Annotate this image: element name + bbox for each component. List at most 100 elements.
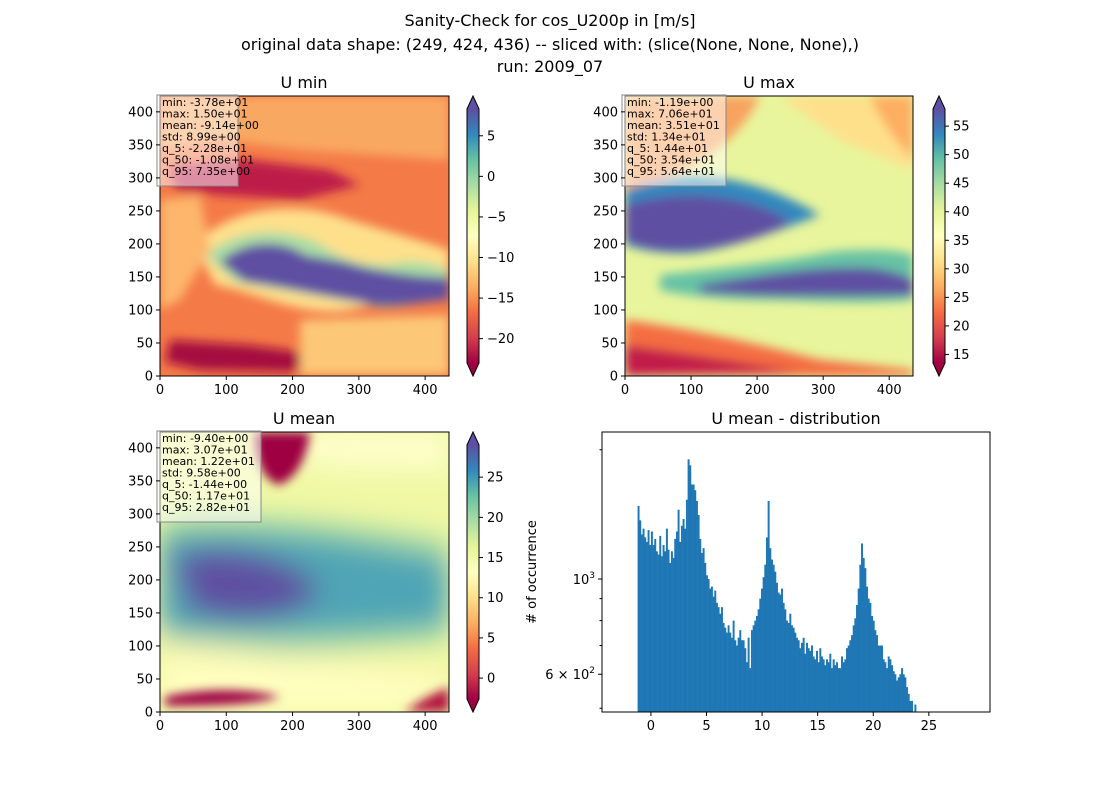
stats-line: std: 8.99e+00 bbox=[162, 131, 241, 144]
histogram-bar bbox=[694, 490, 697, 712]
histogram-bar bbox=[772, 564, 775, 712]
histogram-bar bbox=[829, 653, 832, 712]
histogram-bar bbox=[699, 538, 702, 712]
x-tick-label: 25 bbox=[921, 719, 938, 734]
x-tick-label: 400 bbox=[413, 719, 438, 734]
histogram-bar bbox=[902, 674, 905, 712]
histogram-bar bbox=[814, 659, 817, 712]
histogram-bar bbox=[851, 635, 853, 712]
y-tick-label: 350 bbox=[128, 138, 153, 153]
y-tick-label: 200 bbox=[128, 237, 153, 252]
histogram-bar bbox=[792, 627, 795, 712]
histogram-bar bbox=[775, 582, 778, 712]
histogram-bar bbox=[894, 674, 897, 712]
histogram-bar bbox=[674, 538, 677, 712]
histogram-bar bbox=[842, 662, 845, 712]
histogram-bar bbox=[882, 659, 885, 712]
stats-line: q_50: 3.54e+01 bbox=[627, 154, 715, 167]
histogram-bar bbox=[789, 613, 792, 712]
histogram-bar bbox=[806, 642, 808, 712]
histogram-bar bbox=[859, 564, 862, 712]
histogram-bar bbox=[664, 551, 667, 712]
x-tick-label: 400 bbox=[877, 383, 902, 398]
x-tick-label: 100 bbox=[679, 383, 704, 398]
figure-title: Sanity-Check for cos_U200p in [m/s] bbox=[404, 11, 696, 30]
stats-line: q_5: -2.28e+01 bbox=[162, 142, 247, 155]
histogram-bar bbox=[837, 668, 840, 712]
histogram-bar bbox=[861, 543, 864, 712]
y-tick-label: 400 bbox=[128, 105, 153, 120]
y-tick-label: 100 bbox=[128, 639, 153, 654]
histogram-bar bbox=[844, 659, 847, 712]
colorbar-u-mean-extend-bottom bbox=[467, 699, 479, 712]
histogram-bar bbox=[871, 616, 874, 712]
histogram-bar bbox=[782, 602, 785, 712]
histogram-bar bbox=[640, 534, 643, 712]
histogram-bar bbox=[759, 598, 762, 712]
colorbar-tick-label: 10 bbox=[487, 591, 504, 606]
x-tick-label: 300 bbox=[811, 383, 836, 398]
stats-line: std: 1.34e+01 bbox=[627, 131, 706, 144]
colorbar-tick-label: −20 bbox=[487, 332, 514, 347]
histogram-bar bbox=[869, 602, 872, 712]
histogram-bar bbox=[801, 642, 803, 712]
stats-line: min: -9.40e+00 bbox=[162, 432, 248, 445]
histogram-bar bbox=[906, 687, 909, 712]
colorbar-ticks-u-mean: 0 5 10 15 20 25 bbox=[479, 471, 504, 687]
histogram-bar bbox=[904, 677, 907, 712]
colorbar-tick-label: 30 bbox=[953, 262, 970, 277]
y-tick-label: 150 bbox=[128, 606, 153, 621]
histogram-bar bbox=[735, 645, 738, 712]
histogram-bar bbox=[764, 564, 767, 712]
histogram-bar bbox=[660, 556, 663, 712]
y-tick-base: 6 × 10 bbox=[545, 668, 589, 683]
y-tick-label: 250 bbox=[128, 540, 153, 555]
histogram-bar bbox=[774, 571, 777, 712]
histogram-bar bbox=[654, 538, 657, 712]
x-tick-label: 0 bbox=[647, 719, 655, 734]
histogram-bar bbox=[675, 531, 678, 712]
histogram-bar bbox=[884, 662, 887, 712]
colorbar-tick-label: 35 bbox=[953, 234, 970, 249]
histogram-bar bbox=[886, 668, 889, 712]
histogram-bar bbox=[679, 541, 682, 712]
histogram-bar bbox=[862, 557, 865, 712]
stats-line: q_95: 5.64e+01 bbox=[627, 165, 715, 178]
colorbar-u-min-extend-top bbox=[467, 96, 479, 109]
y-tick-label: 300 bbox=[128, 507, 153, 522]
x-tick-label: 0 bbox=[156, 719, 164, 734]
colorbar-tick-label: −15 bbox=[487, 292, 514, 307]
histogram-bar bbox=[739, 630, 742, 712]
x-tick-label: 200 bbox=[280, 383, 305, 398]
y-tick-label: 150 bbox=[593, 270, 618, 285]
stats-line: max: 7.06e+01 bbox=[627, 108, 713, 121]
y-tick-label: 103 bbox=[573, 571, 595, 588]
y-tick-label: 0 bbox=[145, 706, 153, 721]
x-tick-label: 15 bbox=[809, 719, 826, 734]
colorbar-tick-label: 15 bbox=[953, 348, 970, 363]
colorbar-tick-label: −10 bbox=[487, 251, 514, 266]
colorbar-u-min bbox=[467, 109, 479, 363]
histogram-bar bbox=[872, 620, 875, 712]
y-tick-label: 0 bbox=[610, 370, 618, 385]
histogram-bar bbox=[797, 640, 800, 712]
histogram-bar bbox=[712, 596, 715, 712]
colorbar-tick-label: 5 bbox=[487, 631, 495, 646]
colorbar-u-mean bbox=[467, 445, 479, 699]
y-tick-label: 0 bbox=[145, 370, 153, 385]
histogram-bar bbox=[685, 499, 688, 712]
colorbar-u-max-extend-top bbox=[933, 96, 945, 109]
colorbar-tick-label: 40 bbox=[953, 205, 970, 220]
histogram-bar bbox=[821, 656, 823, 712]
histogram-bar bbox=[670, 551, 673, 712]
histogram-bar bbox=[841, 656, 843, 712]
histogram-bar bbox=[692, 484, 695, 712]
histogram-bar bbox=[702, 548, 705, 712]
histogram-bar bbox=[704, 562, 707, 712]
colorbar-tick-label: 50 bbox=[953, 148, 970, 163]
y-tick-label: 200 bbox=[128, 573, 153, 588]
histogram-bar bbox=[889, 659, 892, 712]
histogram-bar bbox=[757, 609, 760, 712]
